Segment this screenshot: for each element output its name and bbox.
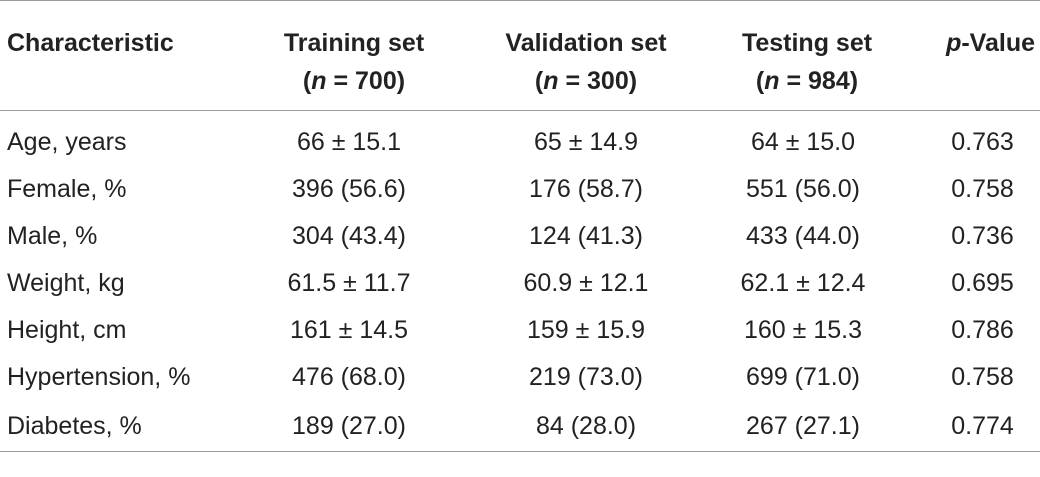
header-validation-set: Validation set (n = 300) [465,0,707,111]
cell-validation: 159 ± 15.9 [527,316,645,344]
cell-training: 66 ± 15.1 [296,128,402,156]
header-characteristic: Characteristic [0,0,243,111]
cell-validation: 65 ± 14.9 [533,128,639,156]
table-header: Characteristic Training set (n = 700) Val… [0,0,1040,111]
table-row: Age, years 66 ± 15.1 65 ± 14.9 64 ± 15.0… [0,111,1040,167]
header-testing-set-title: Testing set [741,29,873,57]
cell-p-value: 0.774 [907,401,1040,452]
header-testing-n-value: = 984) [779,67,859,95]
cell-training: 396 (56.6) [292,175,406,203]
cell-testing: 62.1 ± 12.4 [740,269,866,297]
cell-validation: 176 (58.7) [529,175,643,203]
table-row: Diabetes, % 189 (27.0) 84 (28.0) 267 (27… [0,401,1040,452]
table-body: Age, years 66 ± 15.1 65 ± 14.9 64 ± 15.0… [0,111,1040,452]
header-row: Characteristic Training set (n = 700) Val… [0,0,1040,111]
row-label: Hypertension, % [7,363,191,391]
row-label: Weight, kg [7,269,125,297]
header-testing-n-symbol: n [764,67,780,95]
header-validation-set-title: Validation set [505,29,667,57]
header-training-n-value: = 700) [326,67,406,95]
row-label: Female, % [7,175,127,203]
header-p-symbol: p [946,29,962,57]
cell-training: 189 (27.0) [243,401,465,452]
header-testing-set: Testing set (n = 984) [707,0,907,111]
cell-p-value: 0.736 [951,222,1014,250]
header-training-n-symbol: n [311,67,327,95]
header-p-rest: -Value [961,29,1035,57]
cell-p-value: 0.763 [951,128,1014,156]
cell-testing: 433 (44.0) [746,222,860,250]
cell-testing: 699 (71.0) [746,363,860,391]
table-row: Male, % 304 (43.4) 124 (41.3) 433 (44.0)… [0,213,1040,260]
cell-p-value: 0.786 [951,316,1014,344]
cell-validation: 124 (41.3) [529,222,643,250]
cell-validation: 60.9 ± 12.1 [523,269,649,297]
row-label: Male, % [7,222,98,250]
cell-testing: 64 ± 15.0 [750,128,856,156]
table-row: Weight, kg 61.5 ± 11.7 60.9 ± 12.1 62.1 … [0,260,1040,307]
cell-testing: 160 ± 15.3 [744,316,862,344]
table-row: Hypertension, % 476 (68.0) 219 (73.0) 69… [0,354,1040,401]
row-label: Diabetes, % [0,401,243,452]
header-validation-n-value: = 300) [558,67,638,95]
table-row: Female, % 396 (56.6) 176 (58.7) 551 (56.… [0,166,1040,213]
cell-training: 161 ± 14.5 [290,316,408,344]
cell-training: 476 (68.0) [292,363,406,391]
header-p-value: p-Value [907,0,1040,111]
row-label: Height, cm [7,316,127,344]
row-label: Age, years [7,128,127,156]
cell-training: 304 (43.4) [292,222,406,250]
header-training-set: Training set (n = 700) [243,0,465,111]
cell-p-value: 0.758 [951,363,1014,391]
cell-validation: 84 (28.0) [465,401,707,452]
cell-training: 61.5 ± 11.7 [287,269,411,297]
cell-p-value: 0.758 [951,175,1014,203]
header-training-set-title: Training set [283,29,425,57]
cell-validation: 219 (73.0) [529,363,643,391]
characteristics-table: Characteristic Training set (n = 700) Val… [0,0,1040,452]
cell-testing: 551 (56.0) [746,175,860,203]
header-validation-n-symbol: n [543,67,559,95]
cell-testing: 267 (27.1) [707,401,907,452]
table-row: Height, cm 161 ± 14.5 159 ± 15.9 160 ± 1… [0,307,1040,354]
cell-p-value: 0.695 [951,269,1014,297]
